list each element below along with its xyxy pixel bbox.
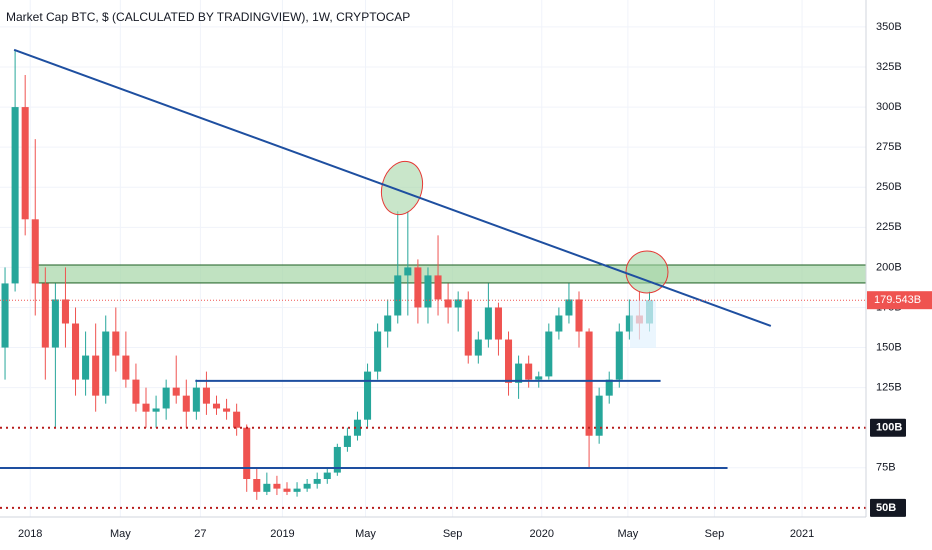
zone bbox=[34, 264, 867, 284]
candle-body bbox=[504, 339, 513, 383]
candle-body bbox=[92, 355, 100, 396]
chart-title: Market Cap BTC, $ (CALCULATED BY TRADING… bbox=[6, 10, 410, 24]
candle-body bbox=[525, 363, 533, 380]
price-label: 179.543B bbox=[874, 294, 921, 306]
x-tick-label: 2021 bbox=[790, 528, 814, 540]
candle-body bbox=[464, 299, 472, 356]
candle-body bbox=[1, 283, 9, 348]
candle-body bbox=[61, 299, 69, 324]
candle-body bbox=[575, 299, 583, 332]
candle-body bbox=[273, 483, 281, 489]
candle-body bbox=[494, 307, 502, 340]
level-label-box bbox=[870, 498, 906, 517]
x-tick-label: 2018 bbox=[18, 528, 42, 540]
level-label-box bbox=[870, 418, 906, 437]
candle-body bbox=[303, 483, 311, 489]
candle-body bbox=[484, 307, 492, 340]
candle-body bbox=[404, 267, 412, 276]
candle-body bbox=[202, 387, 210, 404]
candle-body bbox=[233, 411, 241, 428]
level-label: 100B bbox=[876, 422, 902, 434]
candle-body bbox=[313, 479, 321, 484]
candle-body bbox=[323, 472, 331, 480]
y-tick-label: 275B bbox=[876, 141, 902, 153]
candle-body bbox=[535, 376, 543, 380]
candle-body bbox=[474, 339, 482, 356]
candle-body bbox=[394, 275, 402, 316]
selection-box bbox=[630, 300, 656, 348]
candle-body bbox=[152, 408, 160, 412]
y-tick-label: 350B bbox=[876, 21, 902, 33]
candle-body bbox=[545, 331, 553, 377]
candle-body bbox=[192, 387, 200, 412]
price-label-box bbox=[867, 291, 932, 310]
candle-body bbox=[31, 219, 39, 284]
candle-body bbox=[142, 403, 150, 412]
x-tick-label: 2020 bbox=[530, 528, 554, 540]
candle-body bbox=[132, 379, 140, 404]
candle-body bbox=[615, 331, 623, 380]
candle-body bbox=[434, 275, 442, 300]
y-tick-label: 75B bbox=[876, 462, 896, 474]
candle-body bbox=[41, 283, 49, 348]
candle-body bbox=[585, 331, 593, 436]
grid bbox=[0, 0, 866, 517]
candle-body bbox=[353, 419, 362, 436]
candle-body bbox=[605, 379, 613, 396]
candle-body bbox=[384, 315, 392, 332]
candle-body bbox=[333, 446, 341, 473]
level-label: 50B bbox=[876, 502, 896, 514]
candle-body bbox=[414, 267, 422, 308]
candle-body bbox=[112, 331, 120, 356]
candle-body bbox=[172, 387, 180, 396]
candle-body bbox=[122, 355, 130, 380]
candle-body bbox=[555, 315, 563, 332]
x-tick-label: May bbox=[355, 528, 376, 540]
overlays bbox=[0, 48, 866, 509]
candle-body bbox=[162, 387, 170, 409]
candle-body bbox=[212, 403, 221, 409]
candle-body bbox=[82, 355, 90, 380]
y-tick-label: 300B bbox=[876, 101, 902, 113]
candle-body bbox=[11, 107, 19, 284]
y-tick-label: 150B bbox=[876, 341, 902, 353]
x-tick-label: May bbox=[617, 528, 638, 540]
candle-body bbox=[454, 299, 462, 308]
candle-body bbox=[565, 299, 573, 316]
candle-body bbox=[374, 331, 382, 372]
candle-body bbox=[51, 299, 59, 348]
y-tick-label: 325B bbox=[876, 61, 902, 73]
highlight-ellipse bbox=[380, 160, 424, 216]
candle-body bbox=[444, 299, 452, 308]
candle-body bbox=[595, 395, 603, 436]
candle-body bbox=[625, 315, 633, 332]
candle-body bbox=[424, 275, 432, 308]
candle-body bbox=[343, 435, 351, 447]
highlight-ellipse bbox=[625, 250, 669, 294]
x-tick-label: Sep bbox=[443, 528, 463, 540]
y-tick-label: 250B bbox=[876, 181, 902, 193]
trend-line bbox=[13, 48, 772, 327]
candle-body bbox=[293, 488, 301, 492]
candle-body bbox=[515, 363, 523, 383]
candle-body bbox=[253, 479, 261, 492]
y-tick-label: 125B bbox=[876, 382, 902, 394]
candle-body bbox=[283, 488, 291, 492]
x-tick-label: May bbox=[110, 528, 131, 540]
candle-body bbox=[21, 107, 29, 220]
candle-body bbox=[223, 408, 231, 412]
x-tick-label: 2019 bbox=[270, 528, 294, 540]
candle-body bbox=[263, 483, 271, 492]
y-tick-label: 225B bbox=[876, 221, 902, 233]
candle-body bbox=[71, 323, 80, 380]
candle-body bbox=[182, 395, 190, 412]
y-tick-label: 200B bbox=[876, 261, 902, 273]
candle-body bbox=[102, 331, 110, 396]
candle-body bbox=[364, 371, 372, 420]
x-tick-label: 27 bbox=[194, 528, 206, 540]
x-tick-label: Sep bbox=[705, 528, 725, 540]
candle-body bbox=[243, 427, 251, 480]
